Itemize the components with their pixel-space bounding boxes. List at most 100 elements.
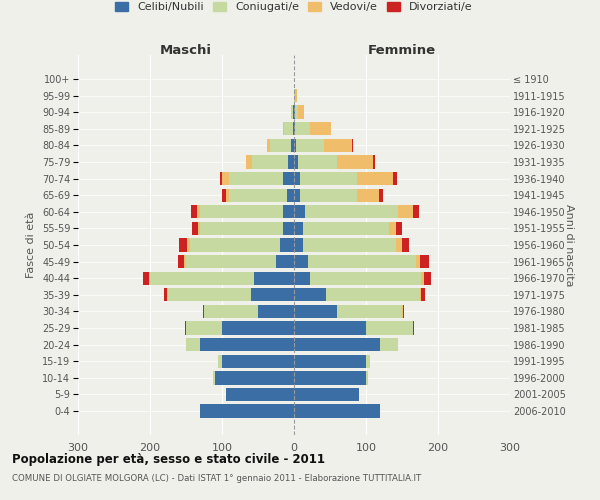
Bar [294, 255, 308, 268]
Bar [389, 222, 396, 235]
Bar [283, 172, 294, 185]
Bar [200, 222, 283, 235]
Bar [294, 338, 380, 351]
Bar [295, 106, 298, 119]
Bar [220, 172, 222, 185]
Bar [269, 138, 291, 152]
Bar [247, 156, 252, 168]
Bar [294, 205, 305, 218]
Bar [288, 156, 294, 168]
Bar [358, 172, 394, 185]
Bar [413, 205, 419, 218]
Text: COMUNE DI OLGIATE MOLGORA (LC) - Dati ISTAT 1° gennaio 2011 - Elaborazione TUTTI: COMUNE DI OLGIATE MOLGORA (LC) - Dati IS… [12, 474, 421, 483]
Bar [420, 255, 428, 268]
Bar [283, 122, 284, 136]
Y-axis label: Fasce di età: Fasce di età [26, 212, 37, 278]
Bar [294, 305, 337, 318]
Bar [296, 138, 323, 152]
Bar [379, 188, 383, 202]
Bar [186, 338, 200, 351]
Bar [191, 205, 197, 218]
Bar [394, 172, 397, 185]
Bar [252, 156, 288, 168]
Bar [283, 205, 294, 218]
Bar [168, 288, 251, 302]
Bar [198, 222, 200, 235]
Bar [295, 89, 297, 102]
Bar [337, 305, 402, 318]
Bar [308, 255, 416, 268]
Bar [300, 188, 358, 202]
Bar [366, 371, 368, 384]
Bar [222, 354, 294, 368]
Bar [184, 255, 186, 268]
Bar [187, 238, 190, 252]
Bar [373, 156, 374, 168]
Bar [420, 288, 421, 302]
Bar [302, 222, 389, 235]
Bar [150, 272, 254, 285]
Y-axis label: Anni di nascita: Anni di nascita [564, 204, 574, 286]
Bar [337, 156, 373, 168]
Bar [149, 272, 150, 285]
Bar [222, 188, 226, 202]
Text: Femmine: Femmine [368, 44, 436, 58]
Bar [294, 222, 302, 235]
Bar [305, 205, 398, 218]
Bar [229, 172, 283, 185]
Bar [294, 354, 366, 368]
Bar [200, 404, 294, 417]
Bar [197, 205, 200, 218]
Bar [186, 255, 276, 268]
Bar [185, 322, 186, 334]
Bar [323, 138, 352, 152]
Bar [258, 305, 294, 318]
Bar [302, 238, 396, 252]
Bar [294, 89, 295, 102]
Bar [295, 122, 310, 136]
Bar [424, 272, 431, 285]
Bar [178, 255, 184, 268]
Bar [190, 238, 280, 252]
Bar [380, 338, 398, 351]
Bar [283, 222, 294, 235]
Bar [352, 138, 353, 152]
Bar [287, 188, 294, 202]
Bar [310, 272, 421, 285]
Bar [298, 106, 304, 119]
Bar [294, 138, 296, 152]
Bar [294, 371, 366, 384]
Bar [164, 288, 167, 302]
Bar [291, 106, 293, 119]
Bar [226, 188, 229, 202]
Bar [421, 288, 425, 302]
Bar [300, 172, 358, 185]
Bar [294, 238, 302, 252]
Bar [186, 322, 222, 334]
Bar [310, 122, 331, 136]
Bar [294, 322, 366, 334]
Bar [294, 106, 295, 119]
Bar [200, 338, 294, 351]
Bar [294, 188, 300, 202]
Text: Popolazione per età, sesso e stato civile - 2011: Popolazione per età, sesso e stato civil… [12, 452, 325, 466]
Bar [366, 322, 413, 334]
Bar [416, 255, 420, 268]
Bar [251, 288, 294, 302]
Bar [402, 238, 409, 252]
Bar [268, 138, 269, 152]
Bar [294, 288, 326, 302]
Bar [294, 272, 310, 285]
Bar [366, 354, 370, 368]
Text: Maschi: Maschi [160, 44, 212, 58]
Bar [254, 272, 294, 285]
Bar [203, 305, 204, 318]
Bar [204, 305, 258, 318]
Bar [396, 238, 402, 252]
Bar [326, 288, 420, 302]
Bar [402, 305, 403, 318]
Bar [222, 322, 294, 334]
Bar [298, 156, 337, 168]
Bar [421, 272, 424, 285]
Bar [222, 172, 229, 185]
